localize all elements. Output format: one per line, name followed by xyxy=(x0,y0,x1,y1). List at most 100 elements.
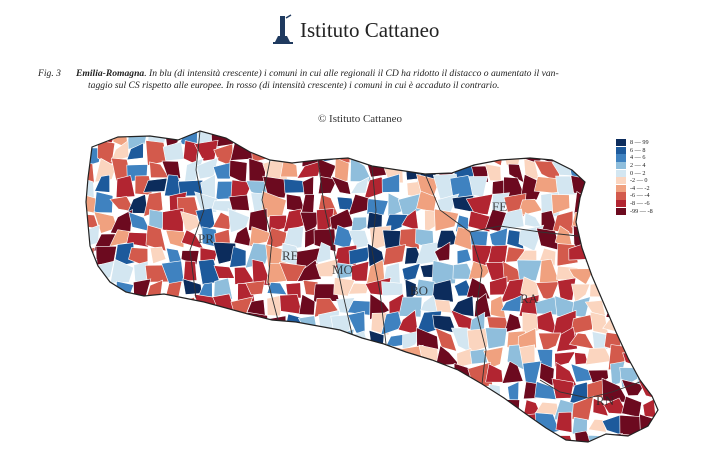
comune-area xyxy=(654,259,658,284)
comune-area xyxy=(602,243,626,264)
comune-area xyxy=(351,260,370,282)
comune-area xyxy=(261,345,285,371)
comune-area xyxy=(194,191,218,213)
comune-area xyxy=(285,368,300,389)
region-outline xyxy=(85,130,659,443)
brand-logo: Istituto Cattaneo xyxy=(272,14,439,44)
comune-area xyxy=(109,362,134,388)
comune-area xyxy=(302,176,314,197)
comune-area xyxy=(261,131,284,148)
comune-area xyxy=(315,411,339,439)
comune-area xyxy=(86,377,99,405)
comune-area xyxy=(433,399,456,417)
province-label-rn: RN xyxy=(596,393,615,408)
comune-area xyxy=(466,327,489,353)
comune-area xyxy=(150,413,171,438)
comune-area xyxy=(368,146,391,160)
comune-area xyxy=(386,131,406,148)
legend-swatch xyxy=(616,192,626,200)
comune-area xyxy=(316,362,338,387)
comune-area xyxy=(146,347,168,371)
comune-area xyxy=(398,296,423,318)
comune-area xyxy=(574,144,592,159)
map-credit: © Istituto Cattaneo xyxy=(317,113,403,125)
province-labels: PR RE MO BO FE RA RN xyxy=(198,199,615,408)
province-label-pr: PR xyxy=(198,231,214,246)
comune-area xyxy=(585,347,613,366)
comune-area xyxy=(86,432,102,442)
comune-area xyxy=(143,361,162,380)
comune-area xyxy=(635,435,658,442)
comune-area xyxy=(285,141,306,164)
comune-area xyxy=(113,398,129,422)
comune-area xyxy=(296,160,324,179)
comune-area xyxy=(483,431,510,442)
comune-area xyxy=(418,361,441,385)
comune-area xyxy=(132,346,146,370)
comune-area xyxy=(485,363,504,383)
comune-area xyxy=(637,227,658,251)
comune-area xyxy=(522,131,536,150)
comune-area xyxy=(638,243,658,266)
comune-area xyxy=(491,398,506,419)
comune-area xyxy=(588,227,612,251)
comune-area xyxy=(605,284,621,299)
comune-area xyxy=(161,350,182,368)
comune-area xyxy=(639,413,658,437)
comune-area xyxy=(230,344,251,368)
comune-area xyxy=(468,260,493,280)
tower-icon xyxy=(273,14,293,44)
comune-area xyxy=(466,432,492,442)
comune-area xyxy=(86,246,95,266)
comune-area xyxy=(279,418,305,434)
comune-area xyxy=(351,330,370,354)
comune-area xyxy=(331,343,349,366)
comune-area xyxy=(86,275,96,304)
comune-area xyxy=(432,411,456,439)
comune-area xyxy=(109,297,132,319)
comune-area xyxy=(299,329,317,351)
comune-area xyxy=(499,432,524,442)
comune-area xyxy=(605,266,628,286)
comune-area xyxy=(654,225,658,251)
comune-area xyxy=(86,398,98,420)
comune-area xyxy=(160,311,186,338)
comune-area xyxy=(266,362,290,388)
comune-area xyxy=(91,401,117,417)
comune-area xyxy=(574,430,596,442)
comune-area xyxy=(178,315,203,332)
comune-area xyxy=(653,175,658,195)
brand-name: Istituto Cattaneo xyxy=(300,18,440,42)
comune-area xyxy=(454,431,473,442)
legend-label: -8 — -6 xyxy=(630,200,650,208)
comune-area xyxy=(501,360,524,384)
comune-area xyxy=(296,428,318,442)
comune-area xyxy=(246,414,273,437)
comune-area xyxy=(108,385,135,406)
comune-area xyxy=(417,147,440,168)
comune-area xyxy=(148,311,165,334)
comune-area xyxy=(466,395,492,414)
comune-area xyxy=(262,429,281,442)
comune-area xyxy=(469,348,488,365)
comune-area xyxy=(363,131,391,150)
comune-area xyxy=(211,418,231,439)
comune-area xyxy=(329,380,355,401)
comune-area xyxy=(507,381,520,403)
comune-area xyxy=(145,224,167,252)
comune-area xyxy=(147,333,166,351)
comune-area xyxy=(331,437,354,442)
comune-area xyxy=(592,397,609,417)
comune-area xyxy=(315,344,335,368)
comune-area xyxy=(585,176,607,200)
legend-item: 6 — 8 xyxy=(616,146,653,155)
comune-area xyxy=(333,224,354,250)
legend-swatch xyxy=(616,154,626,162)
comune-area xyxy=(467,210,491,233)
comune-area xyxy=(165,280,183,297)
comune-area xyxy=(245,280,266,296)
comune-area xyxy=(348,396,369,423)
comune-area xyxy=(331,369,354,388)
comune-area xyxy=(434,327,458,352)
